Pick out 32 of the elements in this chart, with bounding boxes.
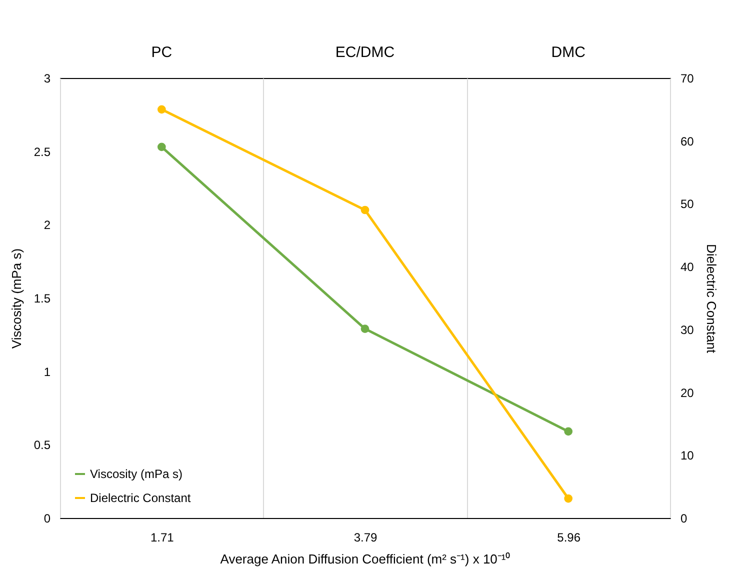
legend-label: Viscosity (mPa s)	[90, 467, 182, 481]
legend-label: Dielectric Constant	[90, 491, 192, 505]
y2-tick-label: 20	[680, 386, 694, 400]
point	[360, 206, 370, 214]
y-tick-label: 2.5	[34, 144, 51, 159]
y2-tick-label: 60	[680, 134, 694, 148]
y-tick-label: 1.5	[34, 292, 51, 306]
y-tick-label: 1	[44, 364, 51, 379]
text: EC/DMC	[335, 44, 395, 61]
x-tick-label: 5.96	[557, 530, 581, 544]
x-tick-label: 1.71	[150, 530, 174, 544]
y2-tick-label: 30	[680, 322, 694, 337]
y2-tick-label: 10	[680, 448, 694, 463]
y2-tick-label: 70	[680, 72, 694, 86]
y2-tick-label: 0	[680, 512, 688, 526]
y-tick-label: 0	[44, 512, 51, 526]
y2-axis-title: Dielectric Constant	[704, 244, 719, 354]
point	[157, 105, 166, 114]
y-axis-title: Viscosity (mPa s)	[8, 248, 24, 349]
text: DMC	[551, 44, 586, 61]
y-tick-label: 0.5	[34, 438, 51, 452]
y-tick-label: 2	[44, 218, 51, 232]
point	[564, 494, 573, 503]
point	[564, 427, 573, 436]
y2-tick-label: 50	[680, 197, 694, 212]
point	[157, 142, 166, 152]
x-tick-label: 3.79	[354, 530, 378, 544]
point	[360, 324, 370, 333]
text: PC	[151, 44, 172, 61]
x-axis-title: Average Anion Diffusion Coefficient (m² s⁻¹) x 10⁻¹⁰	[220, 552, 511, 566]
y2-tick-label: 40	[680, 260, 694, 274]
y-tick-label: 3	[44, 72, 51, 86]
